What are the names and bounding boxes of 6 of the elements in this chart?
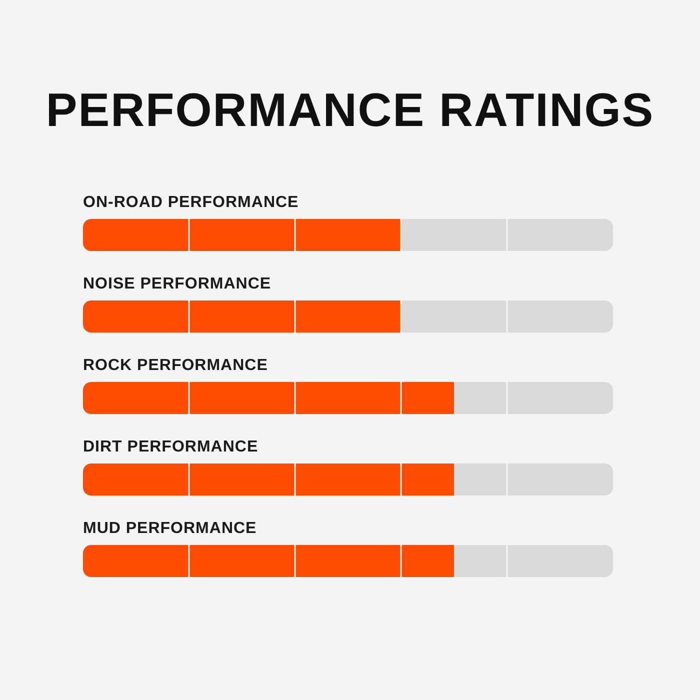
y-tick-label: DIRT PERFORMANCE bbox=[83, 438, 258, 456]
chart-title: PERFORMANCE RATINGS bbox=[46, 83, 654, 136]
y-tick-label: ON-ROAD PERFORMANCE bbox=[83, 194, 299, 211]
y-tick-label: NOISE PERFORMANCE bbox=[83, 276, 272, 292]
y-tick-label: MUD PERFORMANCE bbox=[83, 520, 257, 537]
y-tick-label: ROCK PERFORMANCE bbox=[83, 357, 268, 374]
